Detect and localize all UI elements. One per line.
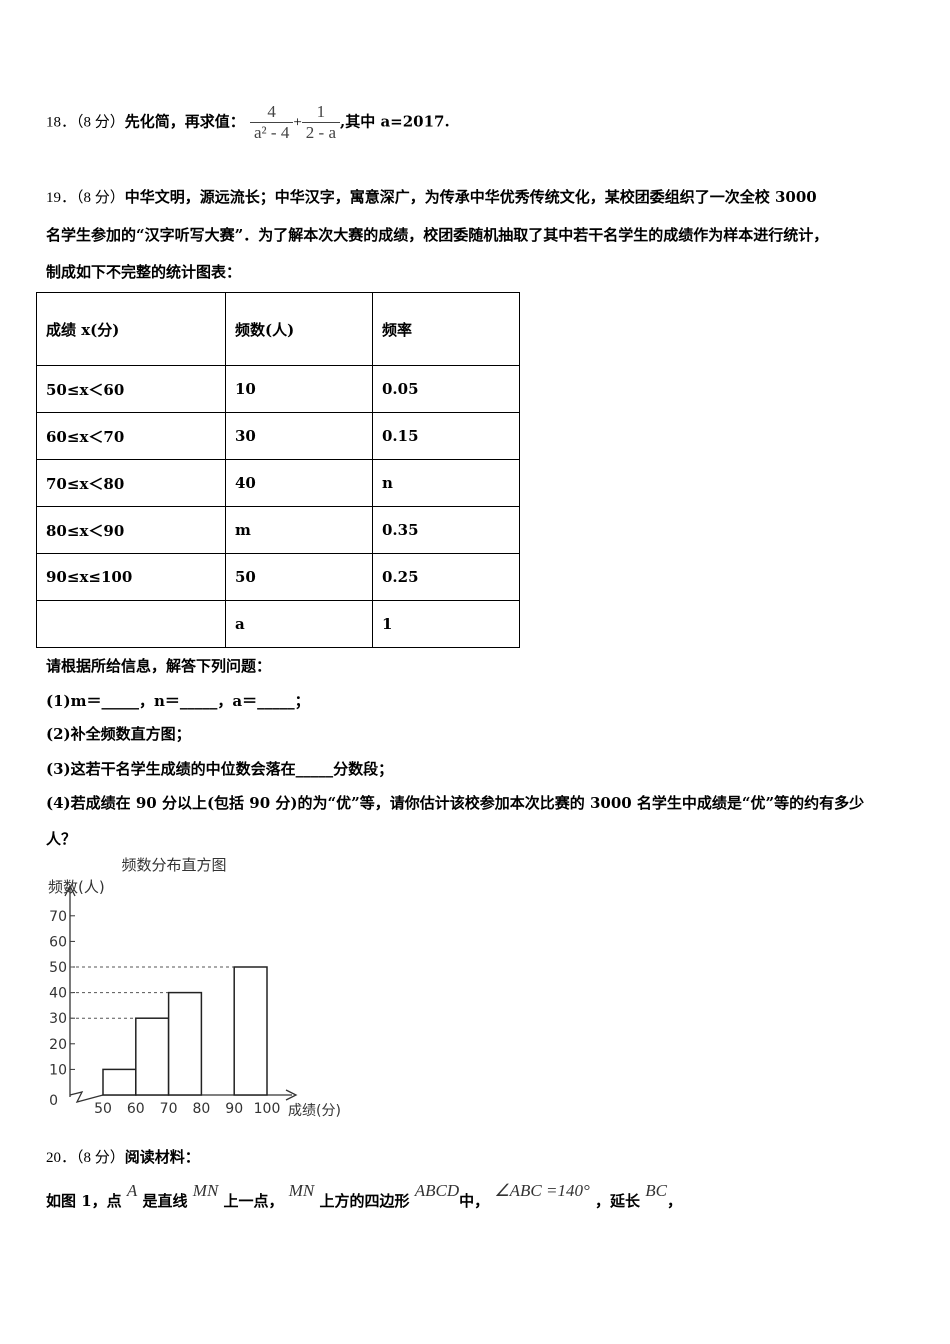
instruction: 请根据所给信息，解答下列问题： (46, 657, 272, 675)
question-20-line-1: 如图 1，点 A 是直线 MN 上一点， MN 上方的四边形 ABCD中， ∠A… (46, 1181, 682, 1210)
y-tick-label: 30 (49, 1011, 67, 1027)
sub-question-2: (2)补全频数直方图； (46, 725, 191, 743)
x-tick-label: 70 (160, 1101, 178, 1117)
x-axis-label: 成绩(分) (288, 1103, 341, 1119)
question-19-line-3: 制成如下不完整的统计图表： (46, 263, 242, 281)
table-header: 成绩 x(分) 频数(人) 频率 (36, 292, 520, 366)
x-axis-arrow (285, 1089, 298, 1101)
histogram-bar (102, 1068, 137, 1096)
histogram-bar (233, 966, 268, 1096)
x-tick-label: 80 (192, 1101, 210, 1117)
y-tick-label: 0 (49, 1093, 58, 1109)
y-tick-label: 20 (49, 1037, 67, 1053)
x-tick-label: 60 (127, 1101, 145, 1117)
y-tick-label: 50 (49, 960, 67, 976)
sub-question-4-cont: 人？ (46, 830, 77, 848)
y-tick-label: 60 (49, 934, 67, 950)
x-tick-label: 90 (225, 1101, 243, 1117)
y-tick-label: 70 (49, 909, 67, 925)
histogram: 频数分布直方图 频数(人) 成绩(分) 0 10 20 30 40 50 60 70 50 60 7… (48, 856, 341, 1119)
x-tick-label: 50 (94, 1101, 112, 1117)
chart-title: 频数分布直方图 (121, 856, 226, 874)
table-row: 60≤x＜70 30 0.15 (36, 412, 520, 460)
sub-question-1: (1)m＝_____，n＝_____，a＝_____； (46, 692, 310, 710)
histogram-bar (167, 991, 203, 1096)
table-row: 90≤x≤100 50 0.25 (36, 553, 520, 601)
table-row: 80≤x＜90 m 0.35 (36, 506, 520, 554)
fraction-1: 4 a² - 4 (250, 102, 294, 143)
y-tick-label: 40 (49, 986, 67, 1002)
question-19-line-2: 名学生参加的“汉字听写大赛”．为了解本次大赛的成绩，校团委随机抽取了其中若干名学… (46, 226, 829, 244)
sub-question-3: (3)这若干名学生成绩的中位数会落在_____分数段； (46, 760, 394, 778)
y-axis-label: 频数(人) (48, 878, 105, 896)
y-tick-label: 10 (49, 1062, 67, 1078)
table-row: 50≤x＜60 10 0.05 (36, 365, 520, 413)
question-20: 20．（8 分）阅读材料： (46, 1148, 200, 1166)
question-19-line-1: 19．（8 分）中华文明，源远流长；中华汉字，寓意深广，为传承中华优秀传统文化，… (46, 188, 817, 206)
y-axis-arrow (64, 884, 76, 897)
frequency-table: 成绩 x(分) 频数(人) 频率 50≤x＜60 10 0.05 60≤x＜70 30… (36, 292, 520, 648)
histogram-bar (135, 1017, 170, 1096)
sub-question-4: (4)若成绩在 90 分以上(包括 90 分)的为“优”等，请你估计该校参加本次… (46, 794, 865, 812)
question-18: 18．（8 分）先化简，再求值： 4 a² - 4 +1 2 - a ,其中 a=201… (46, 102, 450, 143)
x-tick-label: 100 (254, 1101, 281, 1117)
